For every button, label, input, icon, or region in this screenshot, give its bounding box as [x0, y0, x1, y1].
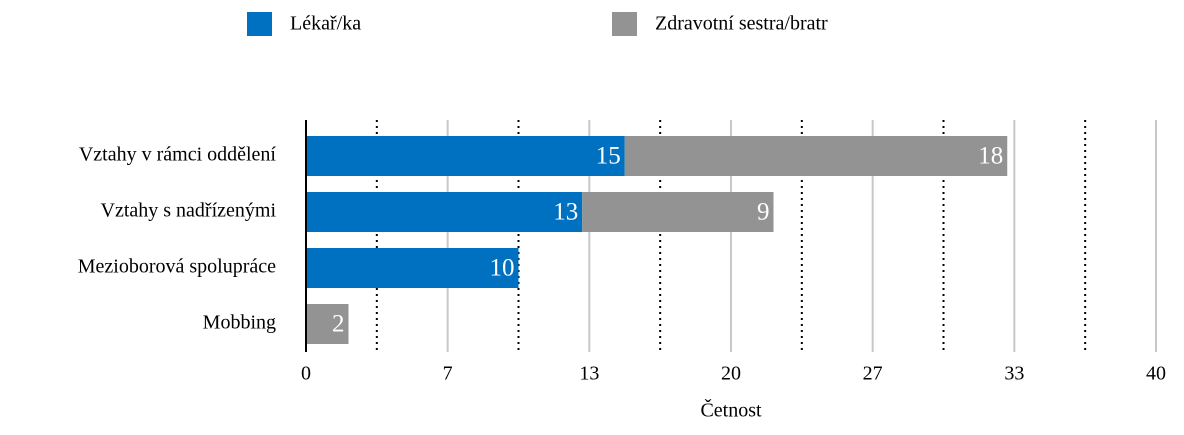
legend-label: Lékař/ka — [290, 13, 361, 35]
data-label: 9 — [757, 199, 770, 226]
bar — [306, 248, 519, 288]
legend-swatch — [247, 12, 272, 36]
x-tick-label: 33 — [1004, 363, 1024, 385]
y-tick-label: Vztahy s nadřízenými — [101, 200, 277, 222]
x-axis-title: Četnost — [700, 398, 762, 422]
legend-label: Zdravotní sestra/bratr — [655, 13, 828, 35]
data-label: 18 — [978, 143, 1003, 170]
data-label: 2 — [332, 311, 345, 338]
x-tick-label: 20 — [721, 363, 741, 385]
y-tick-label: Mezioborová spolupráce — [78, 256, 276, 278]
data-label: 15 — [596, 143, 621, 170]
x-tick-label: 27 — [863, 363, 883, 385]
bar — [582, 192, 774, 232]
y-tick-label: Mobbing — [203, 312, 276, 334]
data-label: 10 — [490, 255, 515, 282]
bar — [306, 304, 349, 344]
bar — [306, 192, 583, 232]
bar — [624, 136, 1008, 176]
x-tick-label: 0 — [301, 363, 311, 385]
legend-swatch — [612, 12, 637, 36]
x-tick-label: 7 — [443, 363, 453, 385]
y-tick-label: Vztahy v rámci oddělení — [79, 144, 277, 166]
x-tick-label: 40 — [1146, 363, 1166, 385]
x-tick-label: 13 — [579, 363, 599, 385]
data-label: 13 — [553, 199, 578, 226]
bar — [306, 136, 625, 176]
